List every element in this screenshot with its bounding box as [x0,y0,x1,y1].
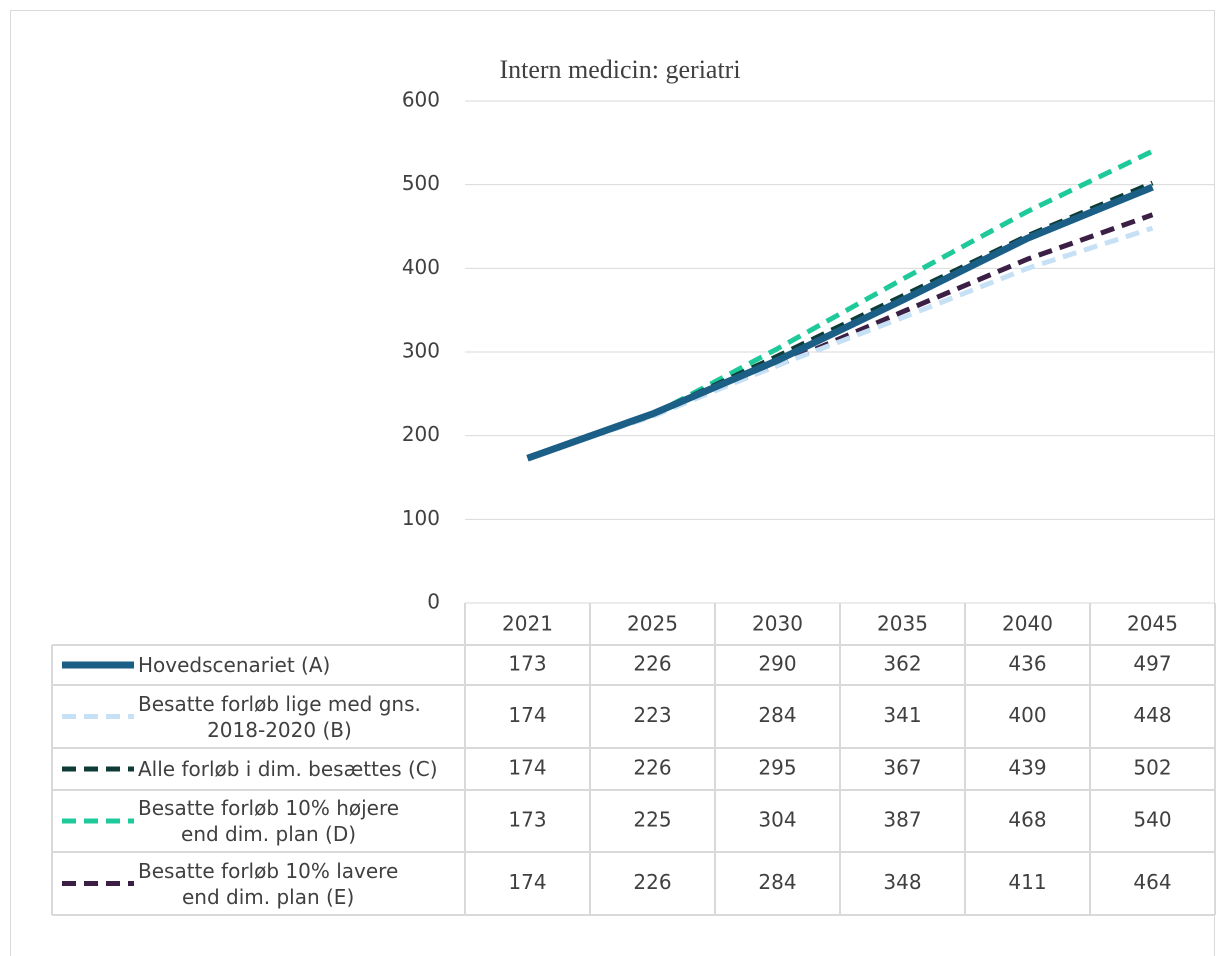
table-value: 290 [758,652,796,676]
y-tick-label: 300 [402,339,440,363]
x-tick-label: 2025 [627,612,678,636]
table-value: 540 [1133,808,1171,832]
legend-label: Alle forløb i dim. besættes (C) [138,757,438,781]
y-tick-label: 500 [402,171,440,195]
series-line [526,148,1154,461]
legend-label: Hovedscenariet (A) [138,653,331,677]
table-value: 367 [883,756,921,780]
table-value: 439 [1008,756,1046,780]
table-value: 174 [508,703,546,727]
legend-label: Besatte forløb lige med gns. 2018-2020 (… [138,691,421,742]
table-value: 284 [758,703,796,727]
x-tick-label: 2035 [877,612,928,636]
table-value: 362 [883,652,921,676]
x-tick-label: 2040 [1002,612,1053,636]
table-value: 411 [1008,870,1046,894]
chart-title: Intern medicin: geriatri [499,55,740,84]
table-value: 436 [1008,652,1046,676]
x-tick-label: 2021 [502,612,553,636]
table-value: 348 [883,870,921,894]
series-line [526,183,1154,462]
y-tick-label: 600 [402,88,440,112]
table-value: 173 [508,808,546,832]
legend-label: Besatte forløb 10% højere end dim. plan … [138,796,400,846]
table-value: 174 [508,870,546,894]
table-value: 387 [883,808,921,832]
table-value: 468 [1008,808,1046,832]
x-tick-label: 2030 [752,612,803,636]
table-value: 341 [883,703,921,727]
table-value: 226 [633,652,671,676]
table-value: 226 [633,870,671,894]
y-tick-label: 200 [402,422,440,446]
table-value: 173 [508,652,546,676]
table-value: 225 [633,808,671,832]
table-value: 448 [1133,703,1171,727]
series-line [526,212,1154,460]
table-value: 400 [1008,703,1046,727]
y-tick-label: 400 [402,255,440,279]
table-value: 497 [1133,652,1171,676]
table-value: 226 [633,756,671,780]
table-value: 295 [758,756,796,780]
series-line [526,225,1154,460]
chart-border [10,10,1215,956]
table-value: 502 [1133,756,1171,780]
table-value: 284 [758,870,796,894]
table-value: 174 [508,756,546,780]
table-value: 304 [758,808,796,832]
x-tick-label: 2045 [1127,612,1178,636]
table-value: 464 [1133,870,1171,894]
legend-label: Besatte forløb 10% lavere end dim. plan … [138,858,399,909]
y-tick-label: 0 [427,590,440,614]
y-tick-label: 100 [402,506,440,530]
table-value: 223 [633,703,671,727]
